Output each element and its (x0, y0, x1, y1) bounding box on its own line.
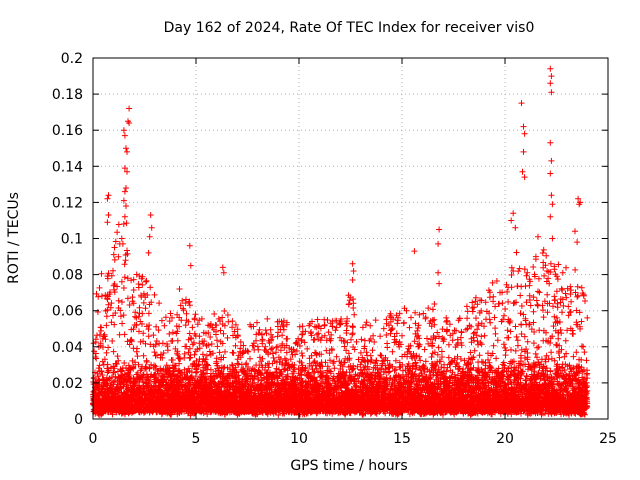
y-tick-label: 0.12 (52, 195, 83, 211)
y-axis-title: ROTI / TECUs (6, 192, 22, 284)
x-tick-label: 20 (496, 431, 514, 447)
x-tick-label: 10 (290, 431, 308, 447)
x-tick-label: 0 (89, 431, 98, 447)
y-tick-label: 0.2 (61, 51, 83, 67)
y-tick-label: 0.08 (52, 268, 83, 284)
x-tick-label: 25 (599, 431, 617, 447)
axis-ticks (92, 57, 609, 420)
roti-series-markers (90, 65, 591, 419)
x-axis-title: GPS time / hours (290, 458, 407, 474)
y-tick-label: 0.18 (52, 87, 83, 103)
y-tick-label: 0.04 (52, 340, 83, 356)
y-tick-label: 0 (74, 412, 83, 428)
chart-title: Day 162 of 2024, Rate Of TEC Index for r… (164, 20, 535, 36)
y-tick-label: 0.1 (61, 232, 83, 248)
data-points (90, 65, 591, 419)
y-tick-label: 0.06 (52, 304, 83, 320)
x-tick-label: 15 (393, 431, 411, 447)
y-tick-label: 0.16 (52, 123, 83, 139)
y-tick-label: 0.02 (52, 376, 83, 392)
y-tick-label: 0.14 (52, 159, 83, 175)
x-tick-labels: 0 5 10 15 20 25 (89, 431, 617, 447)
y-tick-labels: 0 0.02 0.04 0.06 0.08 0.1 0.12 0.14 0.16 0.18 0.2 (52, 51, 83, 428)
x-tick-label: 5 (192, 431, 201, 447)
